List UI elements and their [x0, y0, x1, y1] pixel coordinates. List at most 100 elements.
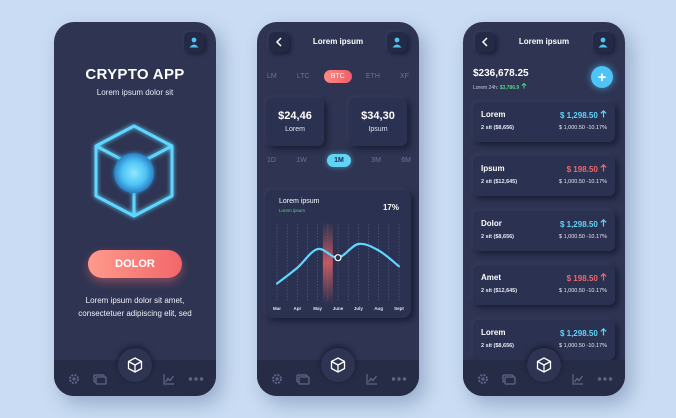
chart-icon[interactable] [366, 373, 378, 385]
coin-name: Lorem [481, 110, 506, 119]
user-icon [598, 37, 608, 48]
wallet-icon[interactable] [502, 373, 516, 385]
arrow-up-icon [600, 272, 607, 281]
tab-1m[interactable]: 1M [327, 154, 351, 167]
chart-icon[interactable] [163, 373, 175, 385]
coin-change: $ 1,000.50 -10.17% [558, 125, 607, 131]
coin-price-value: $ 1,298.50 [559, 329, 598, 338]
price-card-label: Lorem [285, 126, 305, 133]
tab-1w[interactable]: 1W [296, 157, 307, 164]
profile-button[interactable] [184, 32, 204, 52]
chart-subtitle: Lorem ipsum [279, 208, 306, 213]
phone-portfolio: Lorem ipsum $236,678.25 Lorem 24h: $3,78… [463, 22, 625, 396]
coin-card[interactable]: Ipsum $ 198.50 2 sit ($12,645) $ 1,000.50 … [473, 156, 615, 196]
screen-title: Lorem ipsum [312, 37, 364, 46]
coin-price: $ 198.50 [566, 163, 607, 174]
coin-price-value: $ 198.50 [566, 165, 598, 174]
x-tick-label: Aug [374, 306, 383, 311]
screen-title: Lorem ipsum [518, 37, 570, 46]
coin-holding: 2 sit ($8,656) [481, 234, 515, 240]
coin-price-value: $ 198.50 [566, 274, 598, 283]
more-icon[interactable] [188, 376, 204, 382]
crypto-cube-icon [94, 124, 174, 218]
gear-icon[interactable] [68, 373, 80, 385]
price-card-value: $24,46 [278, 110, 312, 122]
cube-icon [127, 357, 143, 373]
more-icon[interactable] [391, 376, 407, 382]
coin-change: $ 1,000.50 -10.17% [558, 288, 607, 294]
balance-change: Lorem 24h: $3,786.9 [473, 82, 527, 91]
range-tabs: 1D 1W 1M 3M 6M [267, 154, 411, 167]
x-tick-label: Mar [273, 306, 281, 311]
back-button[interactable] [269, 32, 289, 52]
back-button[interactable] [475, 32, 495, 52]
tab-eth[interactable]: ETH [365, 73, 380, 80]
coin-change: $ 1,000.50 -10.17% [558, 234, 607, 240]
cube-icon [536, 357, 552, 373]
coin-price-value: $ 1,298.50 [559, 220, 598, 229]
coin-holding: 2 sit ($12,645) [481, 179, 518, 185]
arrow-up-icon [600, 163, 607, 172]
phone-chart: Lorem ipsum LM LTC BTC ETH XF $24,46 Lor… [257, 22, 419, 396]
x-tick-label: June [333, 306, 344, 311]
user-icon [189, 37, 199, 48]
coin-name: Lorem [481, 328, 506, 337]
tab-btc[interactable]: BTC [323, 70, 352, 83]
chevron-left-icon [481, 37, 488, 47]
coin-change: $ 1,000.50 -10.17% [558, 343, 607, 349]
price-card[interactable]: $34,30 Ipsum [349, 98, 407, 146]
coin-price: $ 1,298.50 [559, 218, 607, 229]
price-card-label: Ipsum [368, 126, 388, 133]
arrow-up-icon [600, 218, 607, 227]
gear-icon[interactable] [477, 373, 489, 385]
coin-name: Ipsum [481, 164, 505, 173]
highlight-band [322, 222, 333, 304]
arrow-up-icon [600, 327, 607, 336]
tab-1d[interactable]: 1D [267, 157, 276, 164]
welcome-description: Lorem ipsum dolor sit amet, consectetuer… [78, 296, 192, 318]
nav-home-button[interactable] [118, 348, 152, 382]
arrow-up-icon [520, 82, 527, 89]
price-card-value: $34,30 [361, 110, 395, 122]
chart-percent: 17% [382, 203, 399, 212]
dolor-button[interactable]: DOLOR [88, 250, 182, 278]
wallet-icon[interactable] [296, 373, 310, 385]
x-tick-label: July [354, 306, 364, 311]
portfolio-balance: $236,678.25 [473, 68, 529, 79]
coin-name: Amet [481, 273, 502, 282]
balance-change-value: $3,786.9 [499, 85, 520, 91]
coin-holding: 2 sit ($12,645) [481, 288, 518, 294]
tab-lm[interactable]: LM [267, 73, 277, 80]
wallet-icon[interactable] [93, 373, 107, 385]
coin-card[interactable]: Lorem $ 1,298.50 2 sit ($8,656) $ 1,000.50… [473, 102, 615, 142]
chart-title: Lorem ipsum [279, 198, 320, 205]
arrow-up-icon [600, 109, 607, 118]
nav-home-button[interactable] [527, 348, 561, 382]
coin-card[interactable]: Dolor $ 1,298.50 2 sit ($8,656) $ 1,000.50… [473, 211, 615, 251]
x-tick-label: Sept [394, 306, 404, 311]
app-subtitle: Lorem ipsum dolor sit [96, 88, 174, 97]
coin-name: Dolor [481, 219, 502, 228]
x-tick-label: May [313, 306, 322, 311]
coin-holding: 2 sit ($8,656) [481, 343, 515, 349]
tab-xf[interactable]: XF [400, 73, 409, 80]
chart-icon[interactable] [572, 373, 584, 385]
profile-button[interactable] [387, 32, 407, 52]
coin-price-value: $ 1,298.50 [559, 111, 598, 120]
tab-ltc[interactable]: LTC [296, 73, 310, 80]
price-card[interactable]: $24,46 Lorem [266, 98, 324, 146]
more-icon[interactable] [597, 376, 613, 382]
gear-icon[interactable] [271, 373, 283, 385]
phone-welcome: CRYPTO APP Lorem ipsum dolor sit DOLOR L… [54, 22, 216, 396]
coin-card[interactable]: Amet $ 198.50 2 sit ($12,645) $ 1,000.50 -… [473, 265, 615, 305]
add-button[interactable]: + [591, 66, 613, 88]
cube-icon [330, 357, 346, 373]
line-chart[interactable]: Mar Apr May June July Aug Sept [265, 190, 411, 318]
tab-3m[interactable]: 3M [371, 157, 381, 164]
coin-change: $ 1,000.50 -10.17% [558, 179, 607, 185]
profile-button[interactable] [593, 32, 613, 52]
tab-6m[interactable]: 6M [401, 157, 411, 164]
coin-price: $ 1,298.50 [559, 109, 607, 120]
data-point[interactable] [334, 254, 342, 262]
nav-home-button[interactable] [321, 348, 355, 382]
